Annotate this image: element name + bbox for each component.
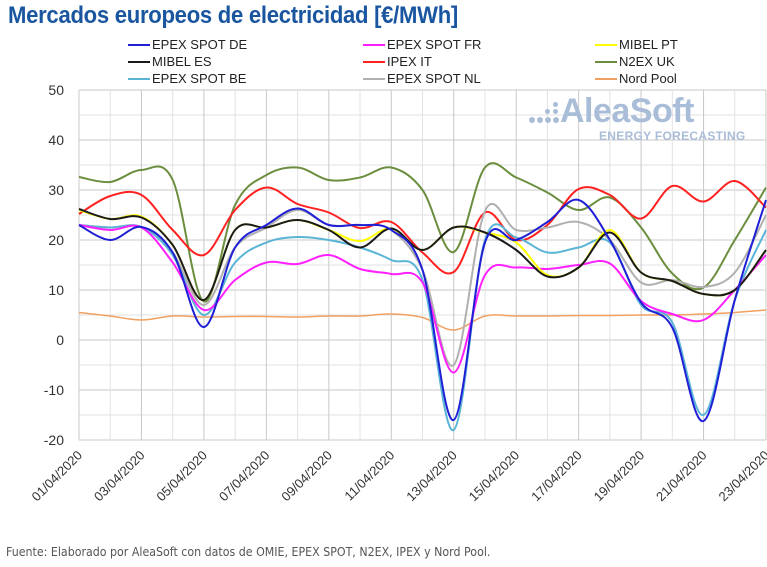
series-line-epex-spot-de [78, 198, 767, 423]
y-tick-label: 40 [48, 132, 64, 148]
watermark-brand: AleaSoft [560, 92, 694, 130]
x-tick-label: 15/04/2020 [466, 448, 523, 505]
series-line-ipex-it [78, 180, 767, 275]
legend-label: EPEX SPOT FR [387, 37, 482, 52]
legend-swatch-icon [363, 60, 385, 63]
legend-item: N2EX UK [595, 53, 675, 70]
x-tick-label: 13/04/2020 [403, 448, 460, 505]
logo-dot-icon [553, 109, 558, 114]
y-tick-label: 0 [56, 332, 64, 348]
grid [78, 89, 767, 441]
legend-label: IPEX IT [387, 54, 432, 69]
chart-title: Mercados europeos de electricidad [€/MWh… [8, 2, 459, 29]
legend-swatch-icon [363, 43, 385, 46]
logo-dot-icon [529, 117, 535, 123]
legend-swatch-icon [595, 60, 617, 63]
logo-dot-icon [553, 102, 558, 107]
logo-dot-icon [545, 117, 551, 123]
legend-label: N2EX UK [619, 54, 675, 69]
watermark-tagline: ENERGY FORECASTING [599, 129, 746, 143]
legend-item: EPEX SPOT FR [363, 36, 481, 53]
legend-swatch-icon [128, 60, 150, 63]
y-tick-label: 20 [48, 232, 64, 248]
x-tick-label: 07/04/2020 [216, 448, 273, 505]
legend-swatch-icon [128, 77, 150, 80]
y-tick-label: -10 [44, 382, 64, 398]
x-tick-label: 11/04/2020 [341, 448, 397, 504]
legend-swatch-icon [595, 77, 617, 80]
logo-dot-icon [537, 117, 543, 123]
legend-item: EPEX SPOT BE [128, 70, 246, 87]
x-tick-label: 23/04/2020 [715, 448, 767, 505]
legend-item: IPEX IT [363, 53, 432, 70]
legend-swatch-icon [128, 43, 150, 46]
legend-label: Nord Pool [619, 71, 677, 86]
y-tick-label: 10 [48, 282, 64, 298]
x-tick-label: 09/04/2020 [278, 448, 335, 505]
series-lines [78, 162, 767, 432]
series-line-n2ex-uk [78, 162, 767, 303]
source-footer: Fuente: Elaborado por AleaSoft con datos… [6, 545, 491, 559]
legend: EPEX SPOT DE EPEX SPOT FR MIBEL PT MIBEL ES… [0, 36, 767, 88]
legend-label: EPEX SPOT BE [152, 71, 247, 86]
legend-swatch-icon [363, 77, 385, 80]
series-line-epex-spot-nl [78, 202, 767, 367]
chart-svg: -20 -10 0 10 20 30 40 50 01/04/2020 03/04/2020 05… [28, 82, 767, 505]
legend-label: EPEX SPOT NL [387, 71, 481, 86]
legend-label: MIBEL PT [619, 37, 678, 52]
y-tick-label: 30 [48, 182, 64, 198]
series-line-epex-spot-be [78, 223, 767, 432]
legend-label: MIBEL ES [152, 54, 212, 69]
x-tick-label: 05/04/2020 [153, 448, 210, 505]
y-tick-label: 50 [48, 82, 64, 98]
legend-item: EPEX SPOT DE [128, 36, 247, 53]
y-axis-ticks: -20 -10 0 10 20 30 40 50 [44, 82, 64, 448]
legend-item: Nord Pool [595, 70, 677, 87]
legend-item: EPEX SPOT NL [363, 70, 481, 87]
legend-swatch-icon [595, 43, 617, 46]
x-tick-label: 19/04/2020 [591, 448, 648, 505]
x-tick-label: 03/04/2020 [91, 448, 148, 505]
x-tick-label: 21/04/2020 [653, 448, 710, 505]
legend-item: MIBEL ES [128, 53, 211, 70]
legend-label: EPEX SPOT DE [152, 37, 248, 52]
x-tick-label: 17/04/2020 [528, 448, 585, 505]
x-tick-label: 01/04/2020 [28, 448, 85, 505]
logo-dot-icon [553, 117, 559, 123]
y-tick-label: -20 [44, 432, 64, 448]
x-axis-ticks: 01/04/2020 03/04/2020 05/04/2020 07/04/2020… [28, 448, 767, 505]
legend-item: MIBEL PT [595, 36, 678, 53]
aleasoft-watermark: AleaSoft ENERGY FORECASTING [527, 92, 757, 156]
series-line-mibel-es [78, 208, 767, 301]
logo-dot-icon [545, 109, 550, 114]
